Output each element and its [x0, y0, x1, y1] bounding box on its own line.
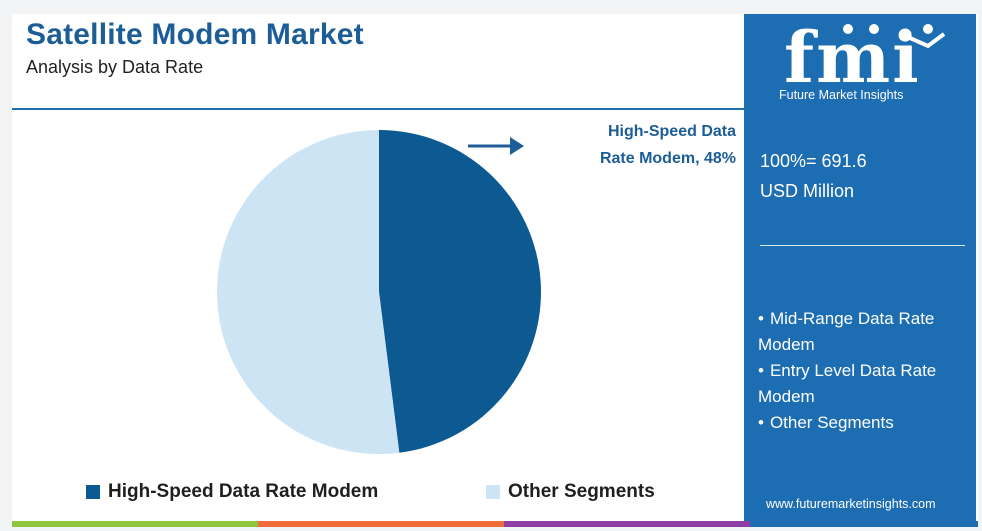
website-link[interactable]: www.futuremarketinsights.com	[766, 497, 936, 511]
chart-subtitle: Analysis by Data Rate	[26, 57, 204, 77]
fmi-logo: fmi	[784, 18, 946, 90]
pie-slice-other-segments	[217, 130, 400, 454]
accent-bar-orange	[258, 521, 504, 527]
callout-line-1: High-Speed Data	[607, 123, 736, 140]
panel-divider	[760, 245, 965, 246]
legend-item-other-segments: Other Segments	[486, 481, 655, 503]
segment-item: • Entry Level Data Rate Modem	[758, 361, 937, 406]
market-total-value: 100%= 691.6	[760, 151, 867, 171]
accent-bar-green	[12, 521, 258, 527]
segment-item: • Other Segments	[758, 413, 894, 432]
arrow-right-icon	[468, 137, 524, 155]
segment-item: • Mid-Range Data Rate Modem	[758, 309, 935, 354]
chart-title: Satellite Modem Market	[26, 18, 364, 51]
accent-bar-blue	[750, 521, 978, 527]
legend-swatch-other-segments	[486, 485, 500, 499]
pie-chart	[217, 130, 542, 454]
legend-swatch-high-speed	[86, 485, 100, 499]
title-divider	[12, 108, 744, 110]
legend-item-high-speed: High-Speed Data Rate Modem	[86, 481, 378, 503]
other-segments-list: • Mid-Range Data Rate Modem • Entry Level …	[758, 306, 970, 436]
callout-line-2: Rate Modem, 48%	[599, 150, 736, 167]
brand-subtitle: Future Market Insights	[779, 88, 904, 102]
market-total: 100%= 691.6 USD Million	[760, 146, 867, 206]
accent-bar-purple	[504, 521, 750, 527]
slice-callout: High-Speed Data Rate Modem, 48%	[540, 118, 736, 172]
legend-label-high-speed: High-Speed Data Rate Modem	[108, 481, 379, 502]
market-total-unit: USD Million	[760, 181, 855, 201]
pie-slice-high-speed	[379, 130, 542, 453]
legend-label-other-segments: Other Segments	[508, 481, 655, 502]
side-panel	[744, 14, 976, 522]
